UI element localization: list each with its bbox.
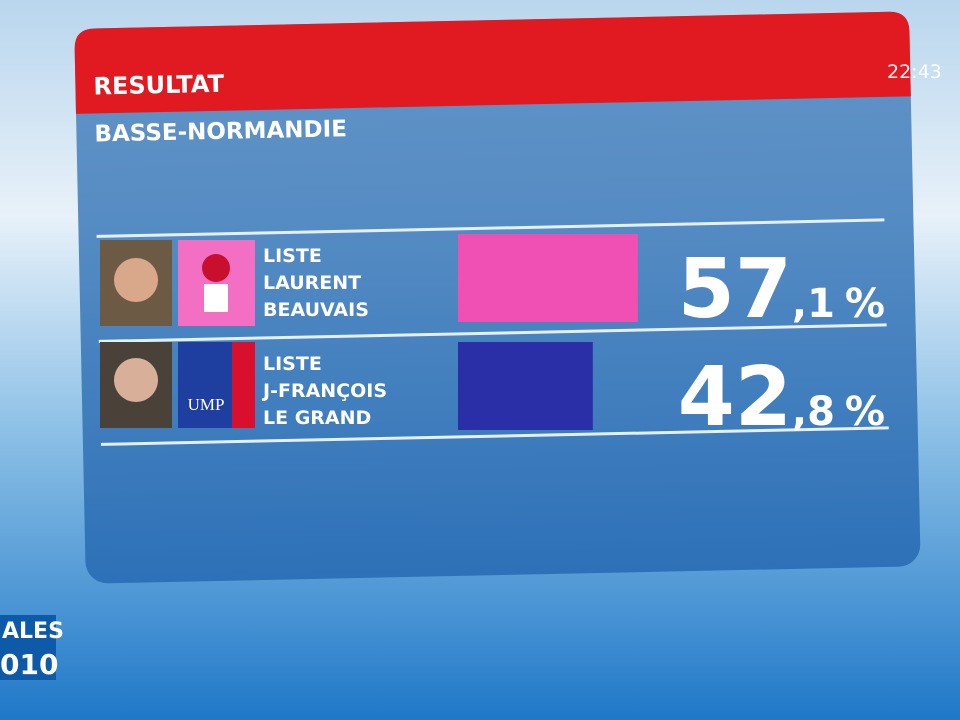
logo-stripe xyxy=(232,342,255,428)
rose-icon xyxy=(202,254,230,282)
list-name: J-FRANÇOIS xyxy=(261,380,387,402)
list-name: LE GRAND xyxy=(263,407,371,429)
percent-unit: % xyxy=(845,281,885,327)
percent-whole: 57 xyxy=(678,242,792,337)
clock: 22:43 xyxy=(887,61,942,83)
photo-face xyxy=(114,258,158,302)
percent-label: 42,8% xyxy=(678,350,885,445)
separator xyxy=(96,218,885,238)
list-name: LISTE xyxy=(263,353,322,375)
result-bar xyxy=(458,234,638,322)
channel-logo-text: 010 xyxy=(0,648,58,681)
percent-fraction: ,8 xyxy=(792,389,835,435)
channel-logo xyxy=(0,615,56,680)
photo-face xyxy=(114,358,158,402)
title: RESULTAT xyxy=(93,70,225,101)
list-name: LISTE xyxy=(263,245,322,267)
separator xyxy=(100,426,889,446)
list-name: BEAUVAIS xyxy=(263,299,369,321)
list-name: LAURENT xyxy=(263,272,361,294)
region: BASSE-NORMANDIE xyxy=(94,116,347,147)
result-rows: LISTE LAURENT BEAUVAIS 57,1 % LISTE J-FRANÇOIS… xyxy=(261,234,885,445)
header-bar xyxy=(74,11,911,114)
channel-logo-text: ALES xyxy=(2,619,64,644)
percent-label: 57,1% xyxy=(678,242,885,337)
percent-unit: % xyxy=(845,389,885,435)
fist-icon xyxy=(204,284,228,312)
party-logo xyxy=(178,240,255,326)
result-bar xyxy=(458,342,593,430)
percent-whole: 42 xyxy=(678,350,792,445)
percent-fraction: ,1 xyxy=(792,281,835,327)
logo-text: UMP xyxy=(188,395,225,414)
separator xyxy=(98,323,887,343)
